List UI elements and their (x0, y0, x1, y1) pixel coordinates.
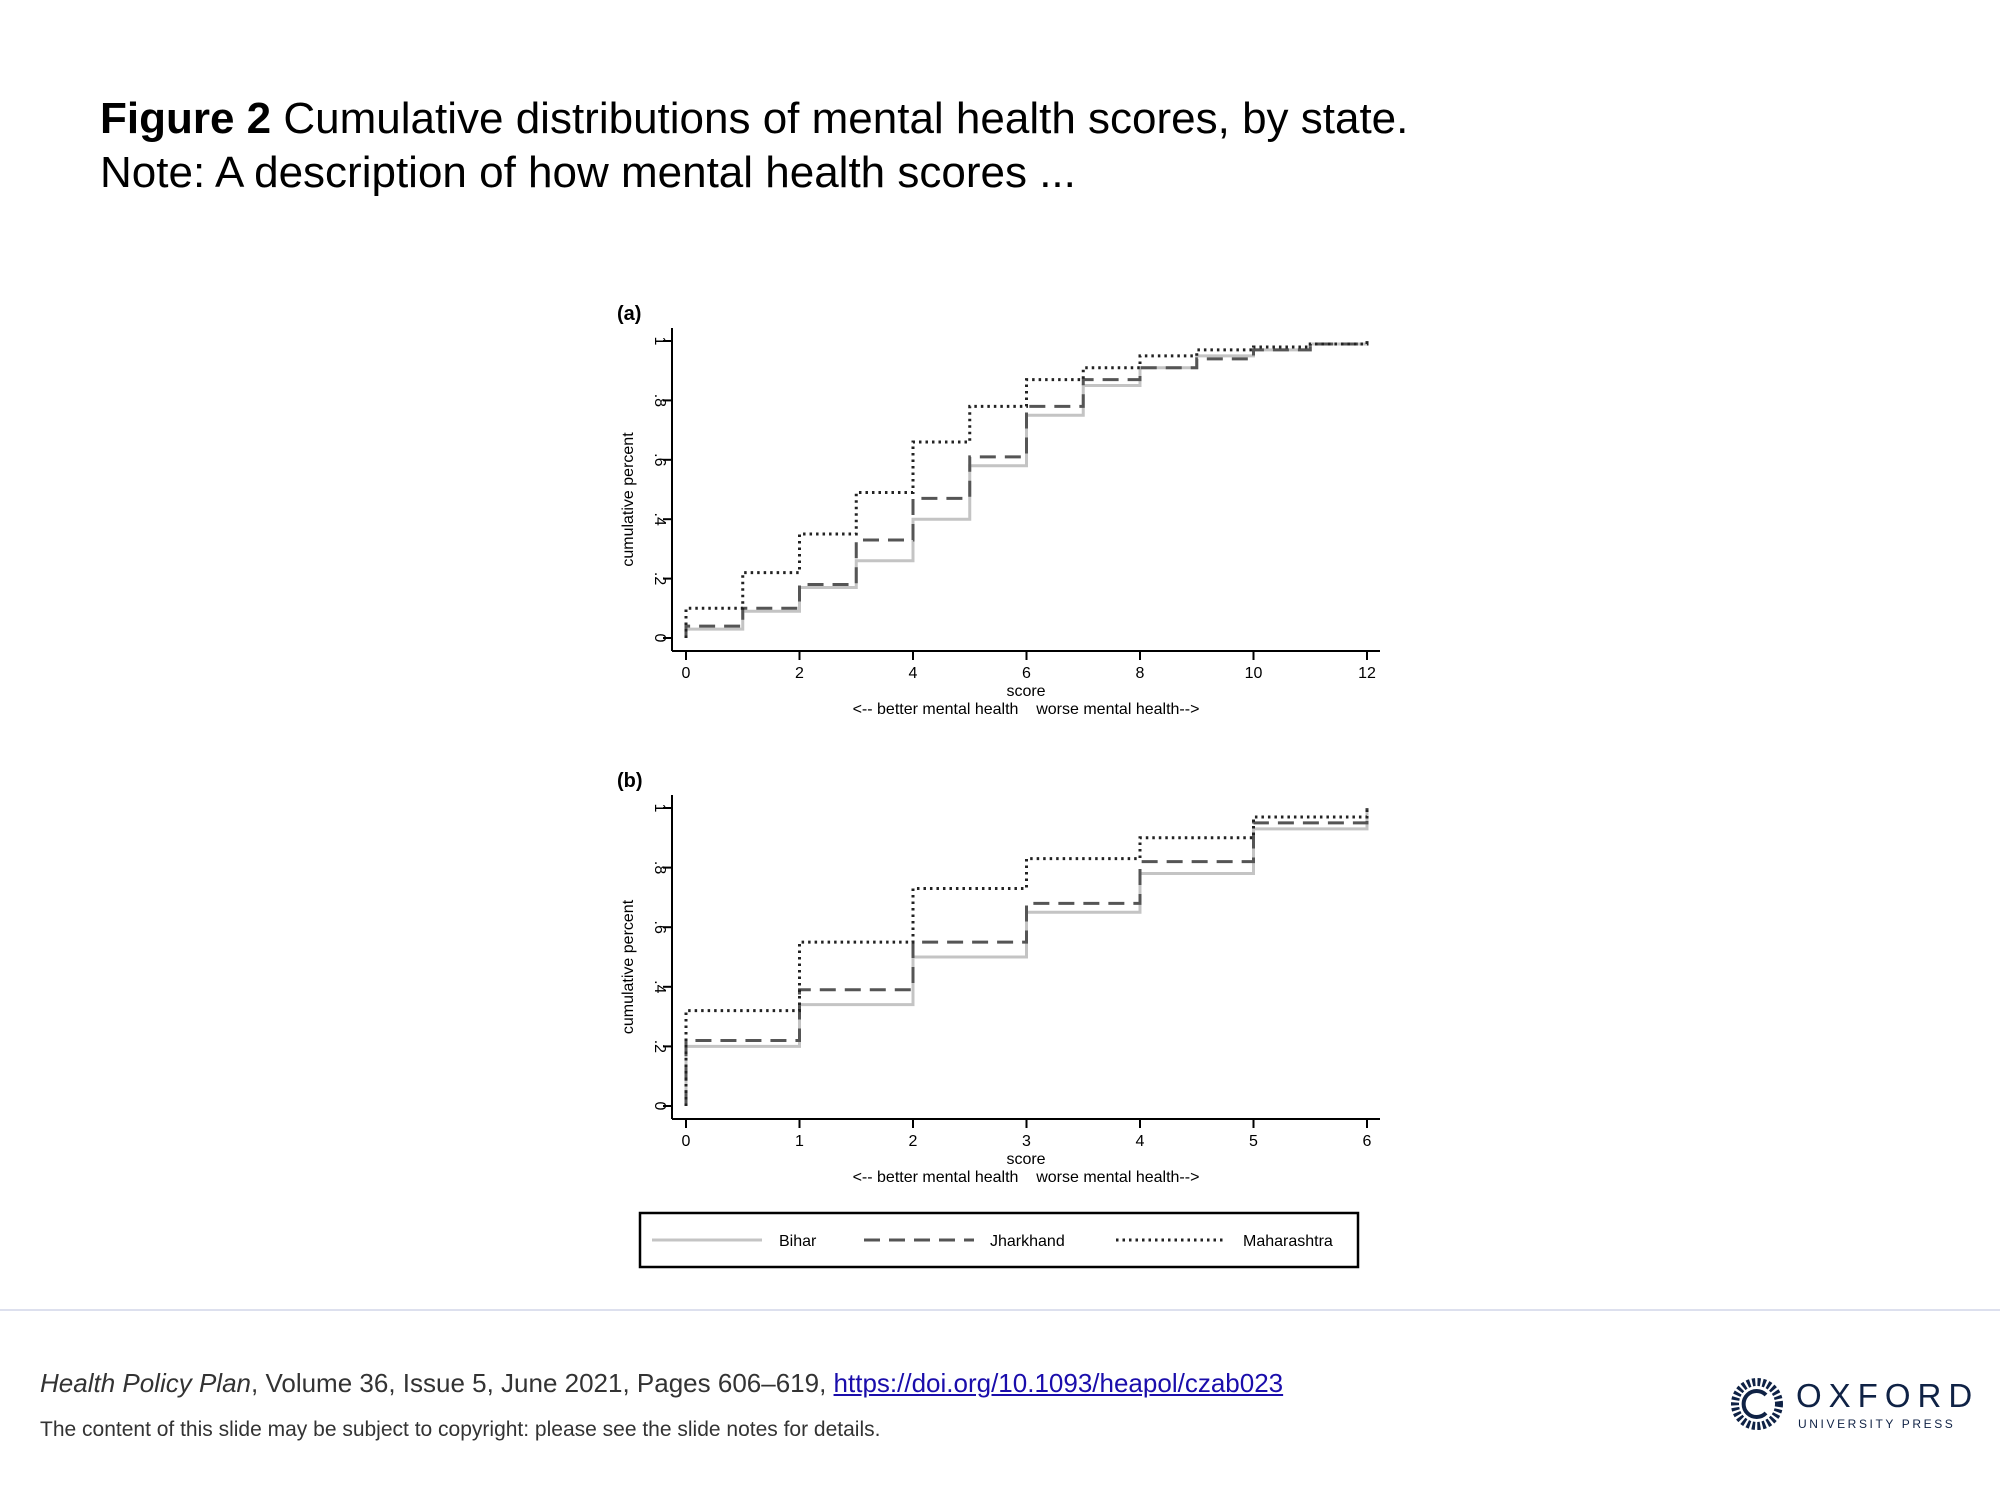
x-tick-label: 4 (909, 665, 918, 682)
x-tick-label: 6 (1022, 665, 1031, 682)
y-tick-label: .6 (651, 921, 668, 934)
x-tick-label: 10 (1245, 665, 1263, 682)
x-tick-label: 6 (1363, 1133, 1372, 1150)
y-tick-label: .6 (651, 453, 668, 466)
y-tick-label: .4 (651, 980, 668, 993)
series-line-jharkhand (684, 808, 1369, 1106)
series-line-bihar (684, 808, 1369, 1106)
series-line-maharashtra (684, 341, 1369, 638)
x-tick-label: 8 (1136, 665, 1145, 682)
x-tick-label: 2 (795, 665, 804, 682)
figure-label: Figure 2 (100, 94, 272, 143)
y-tick-label: .4 (651, 513, 668, 526)
y-tick-label: 1 (651, 804, 668, 813)
x-axis-sublabel: <-- better mental health worse mental he… (853, 701, 1200, 718)
y-tick-label: .2 (651, 572, 668, 585)
x-tick-label: 3 (1022, 1133, 1031, 1150)
legend-label-bihar: Bihar (779, 1233, 817, 1250)
legend-label-jharkhand: Jharkhand (990, 1233, 1065, 1250)
x-tick-label: 12 (1358, 665, 1376, 682)
x-axis-label: score (1006, 683, 1045, 700)
logo-subtitle: UNIVERSITY PRESS (1798, 1417, 1956, 1431)
logo-wordmark: OXFORD (1796, 1377, 1980, 1414)
x-tick-label: 2 (909, 1133, 918, 1150)
y-axis-label: cumulative percent (620, 432, 637, 567)
y-tick-label: 0 (651, 634, 668, 643)
caption-line-1: Figure 2 Cumulative distributions of men… (100, 92, 1408, 146)
figure-note: Note: A description of how mental health… (100, 148, 1076, 197)
y-tick-label: .8 (651, 394, 668, 407)
copyright-notice: The content of this slide may be subject… (40, 1418, 881, 1441)
oxford-emblem-icon (1731, 1378, 1783, 1430)
journal-name: Health Policy Plan (40, 1368, 251, 1398)
y-tick-label: 0 (651, 1102, 668, 1111)
legend: Bihar Jharkhand Maharashtra (638, 1211, 1360, 1269)
citation: Health Policy Plan, Volume 36, Issue 5, … (40, 1368, 1283, 1399)
x-tick-label: 0 (682, 665, 691, 682)
x-tick-label: 5 (1249, 1133, 1258, 1150)
figure-title: Cumulative distributions of mental healt… (283, 94, 1409, 143)
footer-divider (0, 1309, 2000, 1311)
oxford-logo[interactable]: OXFORD UNIVERSITY PRESS (1728, 1375, 1972, 1435)
panel-a: (a) 0 .2 .4 .6 .8 1 cumulative percent 0 2 4 6 8 10 12… (617, 303, 1380, 718)
y-tick-label: .8 (651, 861, 668, 874)
citation-details: , Volume 36, Issue 5, June 2021, Pages 6… (251, 1368, 834, 1398)
y-axis-label: cumulative percent (620, 899, 637, 1034)
series-line-maharashtra (684, 808, 1369, 1106)
x-tick-label: 4 (1136, 1133, 1145, 1150)
panel-b: (b) 0 .2 .4 .6 .8 1 cumulative percent 0 1 2 3 4 5 6 sc… (617, 770, 1380, 1186)
y-tick-label: .2 (651, 1040, 668, 1053)
panel-label: (a) (617, 303, 641, 325)
panel-label: (b) (617, 770, 643, 792)
x-axis-sublabel: <-- better mental health worse mental he… (853, 1169, 1200, 1186)
y-tick-label: 1 (651, 337, 668, 346)
x-tick-label: 0 (682, 1133, 691, 1150)
x-tick-label: 1 (795, 1133, 804, 1150)
legend-label-maharashtra: Maharashtra (1243, 1233, 1333, 1250)
doi-link[interactable]: https://doi.org/10.1093/heapol/czab023 (833, 1368, 1284, 1398)
x-axis-label: score (1006, 1151, 1045, 1168)
figure-caption: Figure 2 Cumulative distributions of men… (100, 92, 1408, 200)
series-line-jharkhand (684, 341, 1369, 638)
